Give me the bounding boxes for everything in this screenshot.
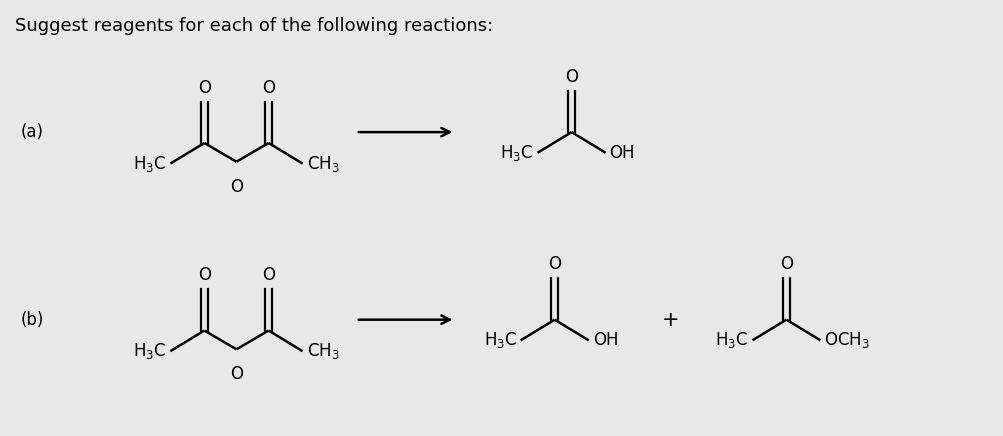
- Text: OH: OH: [592, 331, 618, 349]
- Text: (b): (b): [21, 311, 44, 329]
- Text: H$_3$C: H$_3$C: [499, 143, 533, 163]
- Text: +: +: [662, 310, 679, 330]
- Text: OCH$_3$: OCH$_3$: [823, 330, 870, 350]
- Text: O: O: [230, 365, 243, 383]
- Text: O: O: [262, 78, 275, 97]
- Text: O: O: [548, 255, 561, 273]
- Text: O: O: [198, 266, 211, 284]
- Text: O: O: [198, 78, 211, 97]
- Text: H$_3$C: H$_3$C: [133, 153, 166, 174]
- Text: OH: OH: [609, 144, 635, 162]
- Text: Suggest reagents for each of the following reactions:: Suggest reagents for each of the followi…: [15, 17, 492, 34]
- Text: CH$_3$: CH$_3$: [306, 341, 339, 361]
- Text: H$_3$C: H$_3$C: [133, 341, 166, 361]
- Text: H$_3$C: H$_3$C: [714, 330, 747, 350]
- Text: (a): (a): [21, 123, 44, 141]
- Text: O: O: [565, 68, 578, 86]
- Text: O: O: [779, 255, 792, 273]
- Text: O: O: [262, 266, 275, 284]
- Text: CH$_3$: CH$_3$: [306, 153, 339, 174]
- Text: O: O: [230, 177, 243, 195]
- Text: H$_3$C: H$_3$C: [483, 330, 517, 350]
